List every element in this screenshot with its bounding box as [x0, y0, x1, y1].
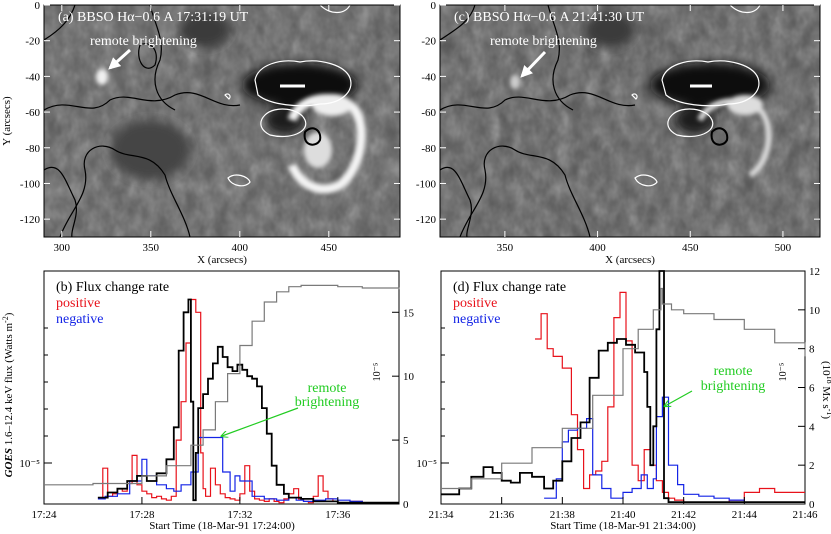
panel-a-arrow: [108, 48, 132, 70]
right-y-tick-label: 6: [809, 383, 815, 395]
panel-a-title: (a) BBSO Hα−0.6 A 17:31:19 UT: [58, 10, 249, 25]
y-tick-label: 0: [35, 0, 41, 12]
series-goes: [44, 284, 400, 486]
panel-d: 21:34 21:36 21:38 21:40 21:42 21:44 21:460 2 4 6 8…: [416, 266, 831, 532]
x-tick-label: 450: [321, 242, 338, 254]
right-y-tick-label: 10: [403, 371, 415, 383]
series-negative: [544, 396, 805, 503]
panel-a-image: [44, 5, 400, 237]
panel-b-title: (b) Flux change rate: [56, 280, 169, 295]
x-tick-label: 21:42: [671, 509, 696, 521]
y-tick-label: -60: [421, 107, 436, 119]
panel-c-dark-contours: [440, 5, 729, 237]
left-y-tick-label: 10⁻⁵: [19, 458, 40, 470]
x-tick-label: 450: [682, 242, 699, 254]
x-tick-label: 21:44: [732, 509, 758, 521]
goes-ylabel: GOES 1.6–12.4 keV flux (Watts m-2): [1, 312, 15, 477]
right-y-tick-label: 5: [403, 435, 409, 447]
x-tick-label: 350: [497, 242, 514, 254]
panel-c-arrow: [520, 50, 547, 78]
series-total: [97, 298, 399, 504]
right-y-tick-label: 2: [809, 460, 815, 472]
panel-c-light-contours: [631, 5, 761, 187]
x-tick-label: 17:32: [227, 509, 252, 521]
panel-d-legend-negative: negative: [453, 312, 500, 327]
panel-d-xlabel: Start Time (18-Mar-91 21:34:00): [550, 520, 696, 532]
x-tick-label: 350: [143, 242, 160, 254]
y-tick-label: -80: [421, 143, 436, 155]
y-tick-label: 0: [431, 0, 437, 12]
panel-b-arrow: [222, 407, 299, 436]
x-tick-label: 17:36: [325, 509, 351, 521]
panel-b-frame: [43, 270, 400, 505]
panel-d-annotation: remote brightening: [701, 364, 766, 394]
x-tick-label: 21:40: [610, 509, 636, 521]
x-tick-label: 17:28: [129, 509, 155, 521]
x-tick-label: 500: [775, 242, 792, 254]
right-y-tick-label: 0: [809, 499, 815, 511]
x-tick-label: 21:36: [489, 509, 515, 521]
right-y-tick-label: 8: [809, 344, 815, 356]
y-tick-label: -120: [20, 214, 41, 226]
y-tick-label: -20: [421, 36, 436, 48]
y-tick-label: -40: [25, 71, 40, 83]
y-tick-label: -100: [416, 178, 437, 190]
panel-d-arrow: [665, 390, 693, 406]
x-tick-label: 400: [232, 242, 249, 254]
panel-c-image: [440, 5, 820, 237]
x-tick-label: 17:24: [31, 509, 57, 521]
x-tick-label: 400: [589, 242, 606, 254]
y-tick-label: -80: [25, 143, 40, 155]
panel-d-legend-positive: positive: [453, 296, 497, 311]
series-goes: [441, 287, 806, 490]
right-y-tick-label: 12: [809, 266, 820, 278]
left-y-tick-label-secondary: 10⁻⁵: [778, 363, 789, 382]
x-tick-label: 21:34: [428, 509, 454, 521]
right-y-tick-label: 15: [403, 307, 415, 319]
panel-a-light-contours: [224, 5, 352, 187]
series-positive: [97, 298, 399, 504]
panel-b-annotation: remote brightening: [295, 381, 360, 410]
panel-a-annotation: remote brightening: [90, 34, 197, 49]
panel-d-right-ylabel: (1018 Mx s-1): [820, 361, 831, 419]
y-tick-label: -100: [20, 178, 41, 190]
panel-a-dark-contours: [44, 5, 322, 237]
x-tick-label: 300: [54, 242, 71, 254]
y-tick-label: -40: [421, 71, 436, 83]
y-tick-label: -20: [25, 36, 40, 48]
panel-a-xlabel: X (arcsecs): [197, 254, 247, 266]
panel-c-xlabel: X (arcsecs): [605, 254, 655, 266]
right-y-tick-label: 10: [809, 305, 821, 317]
panel-b: 17:24 17:28 17:32 17:36 0 5 10 15 10⁻⁵ 10⁻⁵ (b) F…: [19, 270, 415, 532]
panel-a-ylabel: Y (arcsecs): [1, 96, 13, 146]
panel-c: 350 400 450 500 0 -20 -40 -60 -80 -100 -120 (c) BB…: [416, 0, 821, 266]
panel-d-title: (d) Flux change rate: [453, 280, 566, 295]
panel-c-annotation: remote brightening: [490, 34, 597, 49]
x-tick-label: 21:38: [550, 509, 576, 521]
y-tick-label: -120: [416, 214, 437, 226]
panel-c-title: (c) BBSO Hα−0.6 A 21:41:30 UT: [454, 10, 645, 25]
y-tick-label: -60: [25, 107, 40, 119]
x-tick-label: 21:46: [792, 509, 818, 521]
left-y-tick-label: 10⁻⁵: [416, 458, 437, 470]
right-y-tick-label: 4: [809, 421, 815, 433]
panel-a: 300 350 400 450 0 -20 -40 -60 -80 -100 -120 (a) BB…: [1, 0, 401, 266]
panel-b-legend-negative: negative: [56, 312, 103, 327]
right-y-tick-label: 0: [403, 499, 409, 511]
panel-b-xlabel: Start Time (18-Mar-91 17:24:00): [149, 520, 295, 532]
panel-b-legend-positive: positive: [56, 296, 100, 311]
left-y-tick-label-secondary: 10⁻⁵: [372, 363, 383, 382]
